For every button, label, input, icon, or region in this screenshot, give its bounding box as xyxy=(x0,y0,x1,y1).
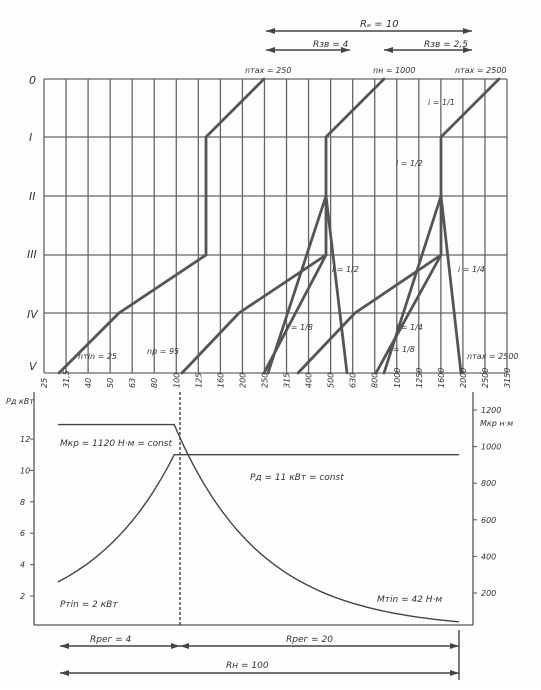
ray-right-3 xyxy=(439,194,463,375)
speed-scale-label: 125 xyxy=(194,373,203,388)
chart-ticks: 2 4 6 8 10 12 1200 1000 800 600 400 200 xyxy=(20,406,501,601)
annotation-p-min: Pтin = 2 кВт xyxy=(60,600,118,610)
speed-scale-label: 3150 xyxy=(503,368,512,388)
speed-scale: 25 31,5 40 50 63 80 100 125 160 200 250 315 400 500 63… xyxy=(40,368,512,388)
torque-curve xyxy=(58,423,460,623)
range-left-label: Rрег = 4 xyxy=(90,635,131,645)
n-min-top-label: nтах = 250 xyxy=(245,66,291,75)
ray-left-1 xyxy=(57,77,266,375)
ratio-label-5: i = 1/8 xyxy=(286,323,313,332)
y-right-title: Mкр н·м xyxy=(480,419,513,428)
left-tick-label: 4 xyxy=(20,561,25,570)
annotation-m-max: Mкр = 1120 Н·м = const xyxy=(60,439,172,449)
ratio-label-3: i = 1/2 xyxy=(332,265,359,274)
annotation-m-min: Mтin = 42 Н·м xyxy=(377,595,442,605)
right-tick-label: 1000 xyxy=(481,443,501,452)
left-tick-label: 10 xyxy=(20,466,30,475)
nomogram-grid xyxy=(43,78,508,374)
left-tick-label: 6 xyxy=(20,529,25,538)
n-max-top-label: nтах = 2500 xyxy=(455,66,507,75)
speed-scale-label: 250 xyxy=(260,373,269,388)
speed-scale-label: 25 xyxy=(40,378,49,388)
ray-mid-1 xyxy=(180,77,386,375)
ray-right-4 xyxy=(374,253,443,375)
kinematic-rays xyxy=(57,77,501,375)
speed-scale-label: 1000 xyxy=(393,368,402,388)
r-left-label: Rзв = 4 xyxy=(313,40,349,50)
range-total-label: Rн = 100 xyxy=(226,661,269,671)
speed-scale-label: 100 xyxy=(172,373,181,388)
range-right-label: Rрег = 20 xyxy=(286,635,333,645)
power-curve xyxy=(57,454,459,583)
speed-scale-label: 160 xyxy=(216,373,225,388)
speed-scale-label: 800 xyxy=(371,373,380,388)
ray-mid-4 xyxy=(262,253,328,375)
ray-mid-2 xyxy=(266,194,328,375)
row-label-0: 0 xyxy=(29,74,36,87)
row-label-1: I xyxy=(29,131,32,144)
top-range-arrows xyxy=(266,28,472,53)
n-p-note: nр = 95 xyxy=(147,347,179,356)
speed-scale-label: 31,5 xyxy=(62,370,71,388)
ratio-label-2: i = 1/2 xyxy=(396,159,423,168)
right-tick-label: 1200 xyxy=(481,406,501,415)
speed-scale-label: 315 xyxy=(283,373,292,388)
ratio-label-7: i = 1/8 xyxy=(388,345,415,354)
speed-scale-label: 2500 xyxy=(481,368,490,388)
ray-mid-3 xyxy=(324,194,349,375)
right-tick-label: 600 xyxy=(481,516,496,525)
right-tick-label: 200 xyxy=(481,589,496,598)
right-tick-label: 800 xyxy=(481,479,496,488)
speed-scale-label: 80 xyxy=(150,378,159,388)
ratio-label-6: i = 1/4 xyxy=(396,323,423,332)
speed-scale-label: 400 xyxy=(305,373,314,388)
n-mid-label: nн = 1000 xyxy=(373,66,415,75)
speed-scale-label: 630 xyxy=(349,373,358,388)
n-min-note: nтin = 25 xyxy=(78,352,117,361)
speed-scale-label: 2000 xyxy=(459,368,468,388)
left-tick-label: 2 xyxy=(20,592,25,601)
speed-scale-label: 40 xyxy=(84,378,93,388)
annotation-p-const: Pд = 11 кВт = const xyxy=(250,473,344,483)
right-tick-label: 400 xyxy=(481,552,496,561)
speed-scale-label: 500 xyxy=(327,373,336,388)
ratio-label-1: i = 1/1 xyxy=(428,98,455,107)
left-tick-label: 12 xyxy=(20,435,30,444)
row-label-3: III xyxy=(27,248,37,261)
row-label-5: V xyxy=(29,360,38,373)
speed-scale-label: 63 xyxy=(128,378,137,388)
speed-scale-label: 50 xyxy=(106,378,115,388)
y-left-title: Pд кВт xyxy=(6,397,34,406)
speed-scale-label: 1600 xyxy=(437,368,446,388)
n-max-note: nтах = 2500 xyxy=(467,352,519,361)
r-total-label: Rₑ = 10 xyxy=(360,19,399,30)
power-torque-chart: 2 4 6 8 10 12 1200 1000 800 600 400 200 xyxy=(20,392,501,626)
ray-right-1 xyxy=(296,77,501,375)
row-label-4: IV xyxy=(27,308,39,321)
ratio-label-4: i = 1/4 xyxy=(458,265,485,274)
row-label-2: II xyxy=(29,190,36,203)
speed-scale-label: 1250 xyxy=(415,368,424,388)
left-tick-label: 8 xyxy=(20,498,25,507)
speed-scale-label: 200 xyxy=(238,373,247,388)
r-right-label: Rзв = 2,5 xyxy=(424,40,468,50)
bottom-range-arrows xyxy=(60,630,460,680)
